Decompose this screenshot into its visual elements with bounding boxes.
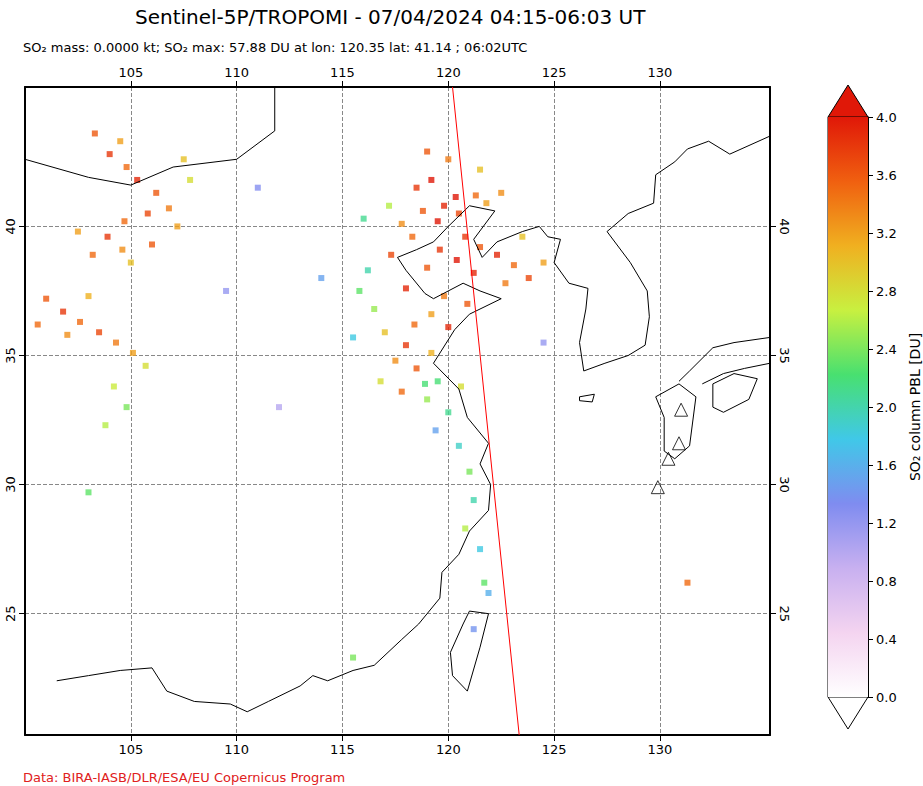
svg-text:40: 40: [3, 218, 18, 235]
svg-text:35: 35: [3, 347, 18, 364]
svg-text:120: 120: [436, 65, 461, 80]
svg-text:0.8: 0.8: [876, 574, 897, 589]
svg-text:115: 115: [330, 65, 355, 80]
svg-text:0.4: 0.4: [876, 632, 897, 647]
svg-text:3.2: 3.2: [876, 226, 897, 241]
svg-text:35: 35: [777, 347, 792, 364]
svg-text:125: 125: [542, 742, 567, 757]
svg-text:105: 105: [118, 65, 143, 80]
svg-text:Sentinel-5P/TROPOMI - 07/04/20: Sentinel-5P/TROPOMI - 07/04/2024 04:15-0…: [135, 5, 646, 29]
svg-text:115: 115: [330, 742, 355, 757]
svg-text:25: 25: [777, 605, 792, 622]
svg-text:110: 110: [224, 65, 249, 80]
svg-text:130: 130: [648, 742, 673, 757]
svg-text:0.0: 0.0: [876, 690, 897, 705]
svg-text:120: 120: [436, 742, 461, 757]
svg-text:Data: BIRA-IASB/DLR/ESA/EU Cop: Data: BIRA-IASB/DLR/ESA/EU Copernicus Pr…: [23, 770, 345, 785]
svg-text:30: 30: [3, 476, 18, 493]
svg-text:2.4: 2.4: [876, 342, 897, 357]
svg-text:1.2: 1.2: [876, 516, 897, 531]
svg-text:2.8: 2.8: [876, 284, 897, 299]
svg-text:125: 125: [542, 65, 567, 80]
svg-text:25: 25: [3, 605, 18, 622]
svg-text:4.0: 4.0: [876, 110, 897, 125]
svg-text:105: 105: [118, 742, 143, 757]
svg-text:40: 40: [777, 218, 792, 235]
svg-text:130: 130: [648, 65, 673, 80]
svg-text:1.6: 1.6: [876, 458, 897, 473]
svg-text:SO₂ column PBL [DU]: SO₂ column PBL [DU]: [907, 333, 923, 481]
svg-text:2.0: 2.0: [876, 400, 897, 415]
svg-text:SO₂ mass: 0.0000 kt; SO₂ max:: SO₂ mass: 0.0000 kt; SO₂ max: 57.88 DU a…: [23, 40, 527, 55]
svg-text:30: 30: [777, 476, 792, 493]
svg-text:3.6: 3.6: [876, 168, 897, 183]
svg-text:110: 110: [224, 742, 249, 757]
